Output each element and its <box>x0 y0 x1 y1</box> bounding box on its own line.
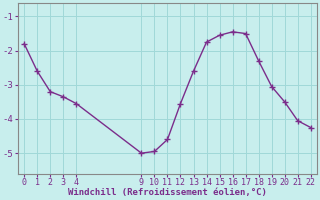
X-axis label: Windchill (Refroidissement éolien,°C): Windchill (Refroidissement éolien,°C) <box>68 188 267 197</box>
